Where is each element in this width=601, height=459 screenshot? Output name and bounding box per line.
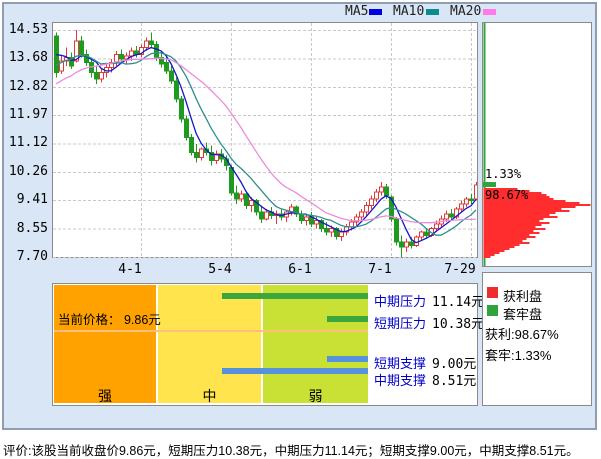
short-support-label: 短期支撑 — [374, 356, 427, 371]
x-axis-label: 4-1 — [118, 262, 142, 277]
trapped-swatch-icon — [487, 305, 498, 316]
y-axis-label: 13.68 — [8, 50, 48, 66]
mid-support-bar — [222, 368, 368, 374]
trapped-legend-label: 套牢盘 — [503, 307, 543, 322]
zone-strong — [54, 285, 156, 403]
y-axis-label: 10.26 — [8, 163, 48, 179]
x-axis-label: 6-1 — [288, 262, 312, 277]
current-price-line — [54, 330, 368, 332]
x-axis: 4-1 5-4 6-1 7-1 7-29 — [0, 262, 601, 278]
trapped-percent-label: 1.33% — [485, 167, 522, 181]
profit-swatch-icon — [487, 287, 498, 298]
ma10-swatch-icon — [426, 9, 439, 15]
short-support-value: 9.00元 — [432, 357, 477, 372]
legend-ma20-label: MA20 — [450, 4, 482, 19]
x-axis-label: 5-4 — [208, 262, 232, 277]
current-price-label: 当前价格： 9.86元 — [58, 313, 161, 327]
ma5-swatch-icon — [369, 9, 382, 15]
y-axis-label: 11.12 — [8, 135, 48, 151]
mid-pressure-label: 中期压力 — [374, 294, 427, 309]
trapped-ratio-text: 套牢:1.33% — [485, 348, 552, 363]
zone-weak-label: 弱 — [308, 388, 323, 404]
short-pressure-label: 短期压力 — [374, 316, 427, 331]
x-axis-label: 7-1 — [368, 262, 392, 277]
short-support-bar — [327, 356, 368, 362]
profit-ratio-text: 获利:98.67% — [485, 327, 559, 342]
legend-ma5-label: MA5 — [345, 4, 369, 19]
profit-legend-label: 获利盘 — [503, 289, 543, 304]
zone-strong-label: 强 — [98, 388, 112, 404]
y-axis-label: 9.41 — [16, 192, 48, 208]
evaluation-text: 评价:该股当前收盘价9.86元，短期压力10.38元，中期压力11.14元；短期… — [3, 444, 579, 458]
mid-pressure-value: 11.14元 — [432, 295, 485, 310]
mid-pressure-bar — [222, 293, 368, 299]
y-axis-label: 12.82 — [8, 78, 48, 94]
y-axis-label: 11.97 — [8, 107, 48, 123]
x-axis-label: 7-29 — [444, 262, 476, 277]
short-pressure-bar — [327, 316, 368, 322]
zone-weak — [263, 285, 368, 403]
zone-medium — [158, 285, 261, 403]
y-axis-label: 14.53 — [8, 22, 48, 37]
mid-support-label: 中期支撑 — [374, 373, 427, 388]
legend-ma10-label: MA10 — [393, 4, 425, 19]
candlestick-plot-area[interactable] — [52, 22, 478, 258]
y-axis-label: 7.70 — [16, 249, 48, 264]
mid-support-value: 8.51元 — [432, 374, 477, 389]
volume-profile-plot-area[interactable] — [482, 22, 592, 267]
profile-legend-panel — [482, 272, 592, 406]
ma20-swatch-icon — [483, 9, 496, 15]
short-pressure-value: 10.38元 — [432, 317, 485, 332]
y-axis-label: 8.55 — [16, 220, 48, 236]
zone-medium-label: 中 — [202, 388, 217, 404]
profit-percent-label: 98.67% — [485, 188, 529, 202]
